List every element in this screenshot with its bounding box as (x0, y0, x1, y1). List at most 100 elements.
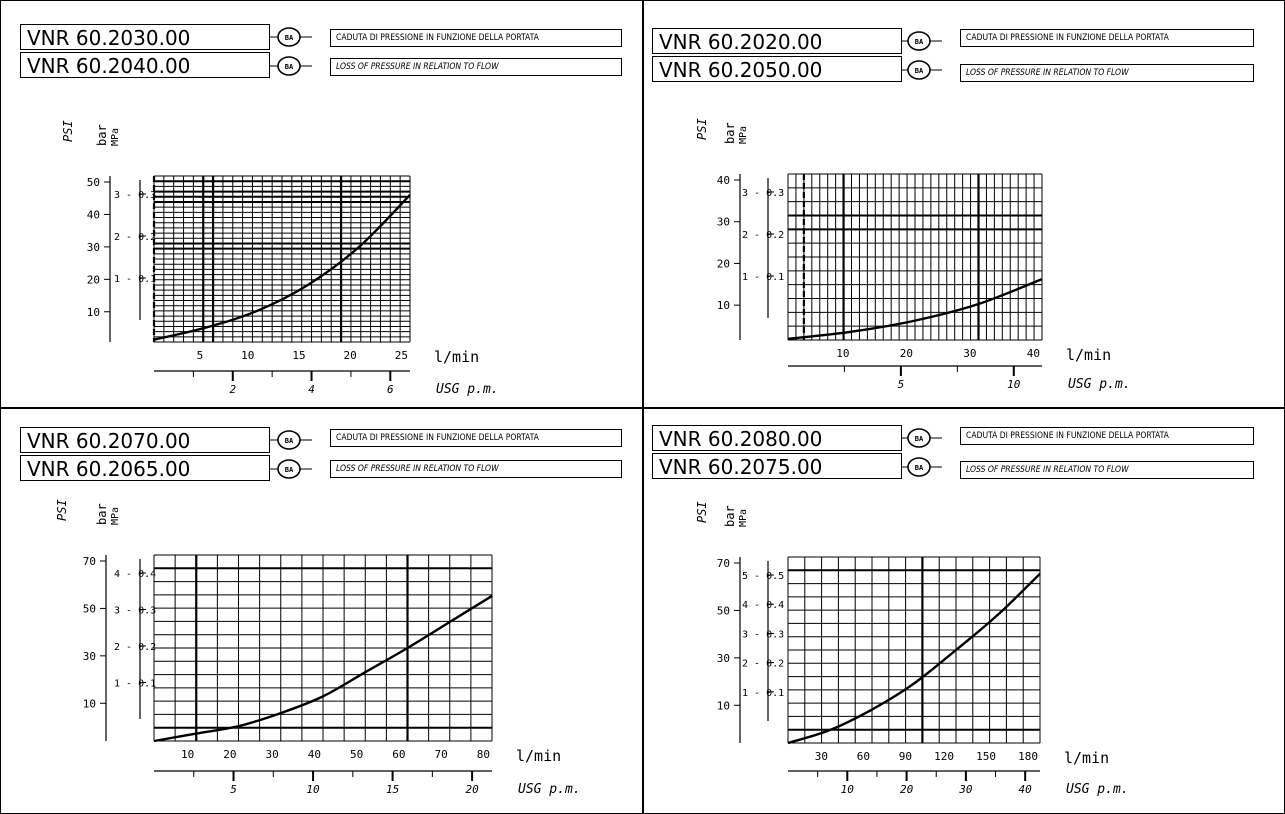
pressure-drop-curve (787, 572, 1041, 745)
bar-unit-label: bar (95, 503, 109, 525)
psi-tick-label: 40 (717, 174, 730, 187)
caption-english: LOSS OF PRESSURE IN RELATION TO FLOW (960, 64, 1254, 82)
model-code-primary: VNR 60.2030.00 (20, 24, 270, 50)
psi-unit-label: PSI (695, 118, 709, 140)
chart-panel-2: BA BA 40 30 20 10 3 - 0.3 2 - 0.2 1 - 0.1 PSI bar M… (644, 2, 1284, 407)
usg-tick-label: 30 (958, 783, 973, 796)
lmin-tick-label: 70 (435, 748, 448, 761)
model-code-secondary: VNR 60.2075.00 (652, 453, 902, 479)
chart-panel-1: BA BA 50 40 30 20 10 3 - 0.3 2 - 0.2 1 - 0.1 PSI ba… (2, 2, 642, 407)
bar-tick-label: 3 - 0.3 (742, 188, 784, 199)
psi-tick-label: 30 (717, 216, 730, 229)
psi-unit-label: PSI (55, 499, 69, 521)
psi-unit-label: PSI (61, 120, 75, 142)
bar-tick-label: 1 - 0.1 (114, 679, 156, 690)
lmin-tick-label: 40 (1027, 347, 1040, 360)
bar-unit-label: bar (723, 122, 737, 144)
bar-tick-label: 4 - 0.4 (742, 600, 784, 611)
usg-tick-label: 15 (386, 783, 399, 796)
valve-logo-icon (277, 56, 301, 76)
psi-tick-label: 70 (717, 557, 730, 570)
lmin-tick-label: 90 (899, 750, 912, 763)
logo-text: BA (285, 466, 294, 474)
chart-3-svg: BA BA 70 50 30 10 4 - 0.4 3 - 0.3 2 - 0.2 1 - 0.1… (55, 430, 581, 797)
psi-tick-label: 50 (717, 604, 730, 617)
valve-logo-icon (907, 457, 931, 477)
mpa-unit-label: MPa (110, 507, 121, 525)
valve-logo-icon (907, 31, 931, 51)
mpa-unit-label: MPa (738, 126, 749, 144)
psi-tick-label: 30 (87, 241, 100, 254)
usg-tick-label: 20 (465, 783, 479, 796)
bar-tick-label: 2 - 0.2 (114, 232, 156, 243)
mpa-unit-label: MPa (110, 128, 121, 146)
logo-text: BA (915, 464, 924, 472)
valve-logo-icon (277, 27, 301, 47)
caption-italian: CADUTA DI PRESSIONE IN FUNZIONE DELLA PO… (330, 429, 622, 447)
lmin-tick-label: 120 (934, 750, 954, 763)
lmin-tick-label: 10 (181, 748, 194, 761)
psi-tick-label: 10 (717, 699, 730, 712)
usg-tick-label: 10 (1007, 378, 1021, 391)
psi-tick-label: 20 (717, 257, 730, 270)
lmin-axis-label: l/min (516, 747, 561, 765)
lmin-tick-label: 10 (241, 349, 254, 362)
caption-english: LOSS OF PRESSURE IN RELATION TO FLOW (330, 58, 622, 76)
usg-tick-label: 5 (898, 378, 905, 391)
bar-tick-label: 2 - 0.2 (114, 642, 156, 653)
psi-unit-label: PSI (695, 501, 709, 523)
psi-tick-label: 10 (83, 697, 96, 710)
lmin-tick-label: 60 (857, 750, 870, 763)
chart-4-svg: BA BA 70 50 30 10 5 - 0.5 4 - 0.4 3 - 0.3 2 - 0.2… (695, 428, 1129, 797)
pressure-drop-curve (153, 194, 411, 341)
bar-tick-label: 4 - 0.4 (114, 569, 156, 580)
usg-axis-label: USG p.m. (436, 382, 499, 397)
bar-tick-label: 2 - 0.2 (742, 230, 784, 241)
lmin-tick-label: 60 (392, 748, 405, 761)
lmin-tick-label: 10 (836, 347, 849, 360)
usg-tick-label: 10 (306, 783, 320, 796)
horizontal-divider (0, 407, 1285, 409)
chart-1-svg: BA BA 50 40 30 20 10 3 - 0.3 2 - 0.2 1 - 0.1 PSI ba… (61, 27, 499, 397)
caption-italian: CADUTA DI PRESSIONE IN FUNZIONE DELLA PO… (960, 29, 1254, 47)
lmin-axis-label: l/min (1064, 749, 1109, 767)
usg-axis-label: USG p.m. (1066, 782, 1129, 797)
psi-tick-label: 20 (87, 273, 100, 286)
model-code-primary: VNR 60.2070.00 (20, 427, 270, 453)
usg-tick-label: 10 (841, 783, 855, 796)
caption-english: LOSS OF PRESSURE IN RELATION TO FLOW (960, 461, 1254, 479)
bar-tick-label: 1 - 0.1 (742, 272, 784, 283)
usg-tick-label: 5 (230, 783, 237, 796)
lmin-tick-label: 20 (900, 347, 913, 360)
psi-tick-label: 30 (717, 652, 730, 665)
psi-tick-label: 70 (83, 555, 96, 568)
lmin-tick-label: 30 (815, 750, 828, 763)
psi-tick-label: 30 (83, 650, 96, 663)
logo-text: BA (285, 34, 294, 42)
caption-italian: CADUTA DI PRESSIONE IN FUNZIONE DELLA PO… (330, 29, 622, 47)
psi-tick-label: 10 (717, 299, 730, 312)
lmin-tick-label: 30 (266, 748, 279, 761)
model-code-secondary: VNR 60.2040.00 (20, 52, 270, 78)
usg-axis-label: USG p.m. (518, 782, 581, 797)
chart-2-svg: BA BA 40 30 20 10 3 - 0.3 2 - 0.2 1 - 0.1 PSI bar M… (695, 31, 1131, 392)
logo-text: BA (915, 38, 924, 46)
lmin-tick-label: 80 (477, 748, 490, 761)
psi-tick-label: 50 (87, 176, 100, 189)
logo-text: BA (915, 435, 924, 443)
chart-panel-4: BA BA 70 50 30 10 5 - 0.5 4 - 0.4 3 - 0.3 2 - 0.2… (644, 409, 1284, 814)
bar-tick-label: 1 - 0.1 (114, 274, 156, 285)
lmin-tick-label: 30 (963, 347, 976, 360)
usg-tick-label: 6 (387, 383, 394, 396)
usg-tick-label: 40 (1019, 783, 1033, 796)
lmin-tick-label: 25 (395, 349, 408, 362)
logo-text: BA (915, 67, 924, 75)
logo-text: BA (285, 437, 294, 445)
model-code-primary: VNR 60.2020.00 (652, 28, 902, 54)
psi-tick-label: 50 (83, 602, 96, 615)
model-code-secondary: VNR 60.2065.00 (20, 455, 270, 481)
bar-tick-label: 3 - 0.3 (114, 190, 156, 201)
bar-unit-label: bar (95, 124, 109, 146)
logo-text: BA (285, 63, 294, 71)
lmin-axis-label: l/min (434, 348, 479, 366)
